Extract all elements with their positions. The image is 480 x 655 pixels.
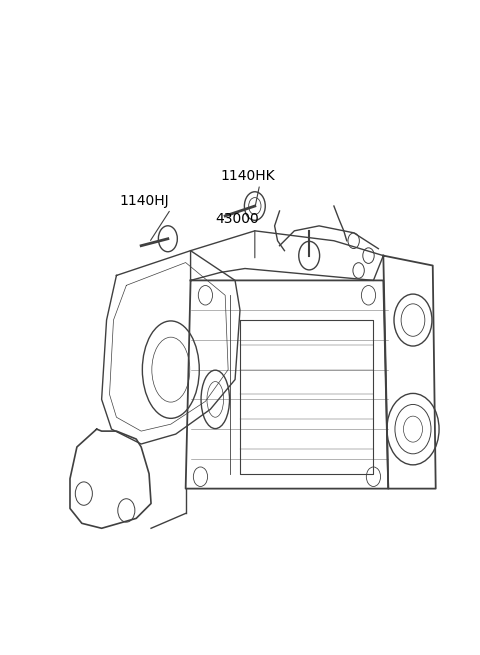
Text: 43000: 43000 [216, 212, 259, 226]
Text: 1140HK: 1140HK [220, 169, 275, 183]
Text: 1140HJ: 1140HJ [120, 194, 169, 208]
